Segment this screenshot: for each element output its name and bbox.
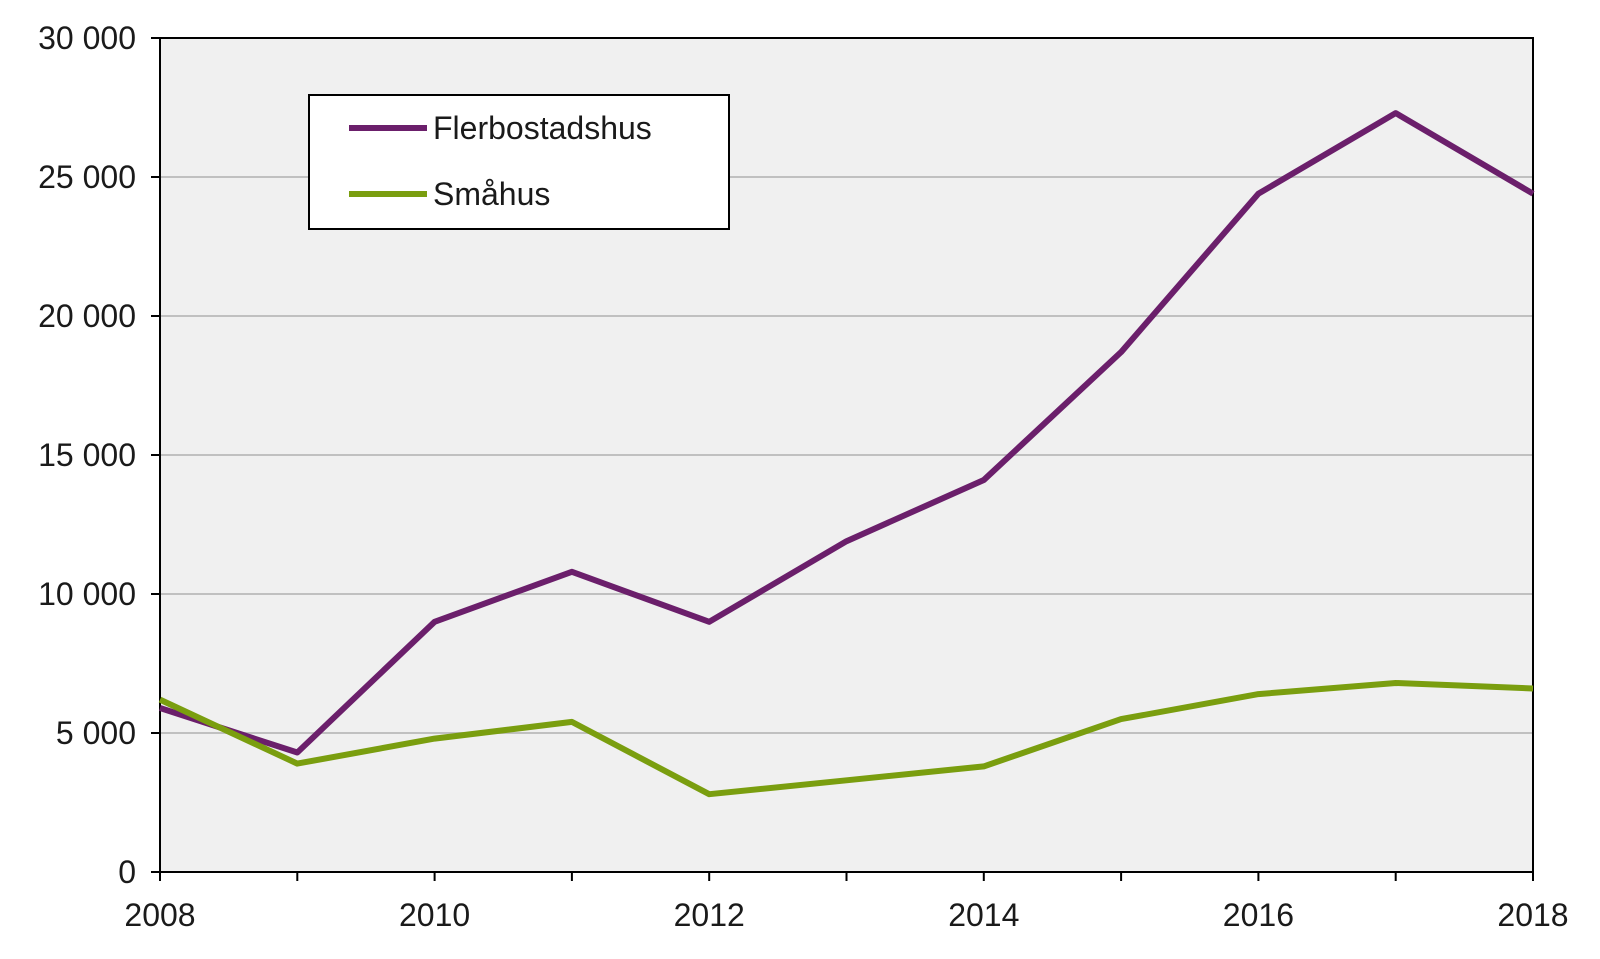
x-tick-label-4: 2016 [1223, 897, 1294, 933]
y-tick-label-0: 0 [118, 854, 136, 890]
y-axis-ticks: 0 5 000 10 000 15 000 20 000 25 000 30 000 [38, 20, 160, 890]
series-line-flerbostadshus [159, 110, 1535, 756]
y-tick-label-4: 20 000 [38, 298, 136, 334]
x-axis-ticks: 2008 2010 2012 2014 2016 2018 [124, 872, 1569, 933]
series-line-sm-hus [158, 680, 1534, 798]
legend-label-flerbostadshus: Flerbostadshus [433, 110, 652, 146]
x-tick-label-1: 2010 [399, 897, 470, 933]
x-tick-label-2: 2012 [674, 897, 745, 933]
y-tick-label-5: 25 000 [38, 159, 136, 195]
series-lines [158, 110, 1535, 798]
x-tick-label-0: 2008 [124, 897, 195, 933]
x-tick-label-3: 2014 [948, 897, 1019, 933]
y-tick-label-2: 10 000 [38, 576, 136, 612]
y-tick-label-3: 15 000 [38, 437, 136, 473]
legend-box [308, 94, 730, 230]
y-tick-label-6: 30 000 [38, 20, 136, 56]
legend-label-smahus: Småhus [433, 176, 550, 212]
legend: Flerbostadshus Småhus [308, 94, 730, 230]
y-tick-label-1: 5 000 [56, 715, 136, 751]
x-tick-label-5: 2018 [1497, 897, 1568, 933]
